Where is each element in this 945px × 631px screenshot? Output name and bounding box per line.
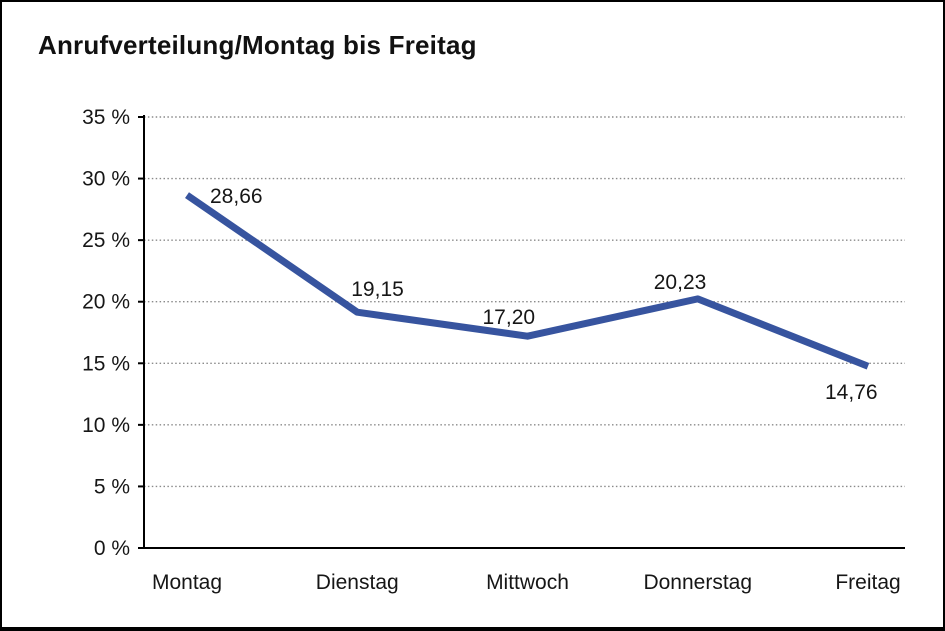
data-label: 28,66	[210, 185, 263, 208]
y-tick-label: 35 %	[82, 106, 130, 129]
y-tick-label: 15 %	[82, 352, 130, 375]
y-tick-label: 10 %	[82, 414, 130, 437]
x-category-label: Mittwoch	[486, 571, 569, 594]
x-category-label: Donnerstag	[643, 571, 752, 594]
chart-title: Anrufverteilung/Montag bis Freitag	[38, 30, 477, 60]
data-label: 19,15	[351, 278, 404, 301]
data-label: 20,23	[654, 271, 707, 294]
x-category-label: Freitag	[835, 571, 900, 594]
y-tick-label: 20 %	[82, 291, 130, 314]
y-tick-label: 0 %	[94, 537, 130, 560]
data-label: 17,20	[483, 306, 536, 329]
y-tick-label: 30 %	[82, 168, 130, 191]
x-category-label: Dienstag	[316, 571, 399, 594]
x-category-label: Montag	[152, 571, 222, 594]
y-tick-label: 25 %	[82, 229, 130, 252]
y-tick-label: 5 %	[94, 475, 130, 498]
data-label: 14,76	[825, 381, 878, 404]
series-line	[185, 192, 870, 370]
